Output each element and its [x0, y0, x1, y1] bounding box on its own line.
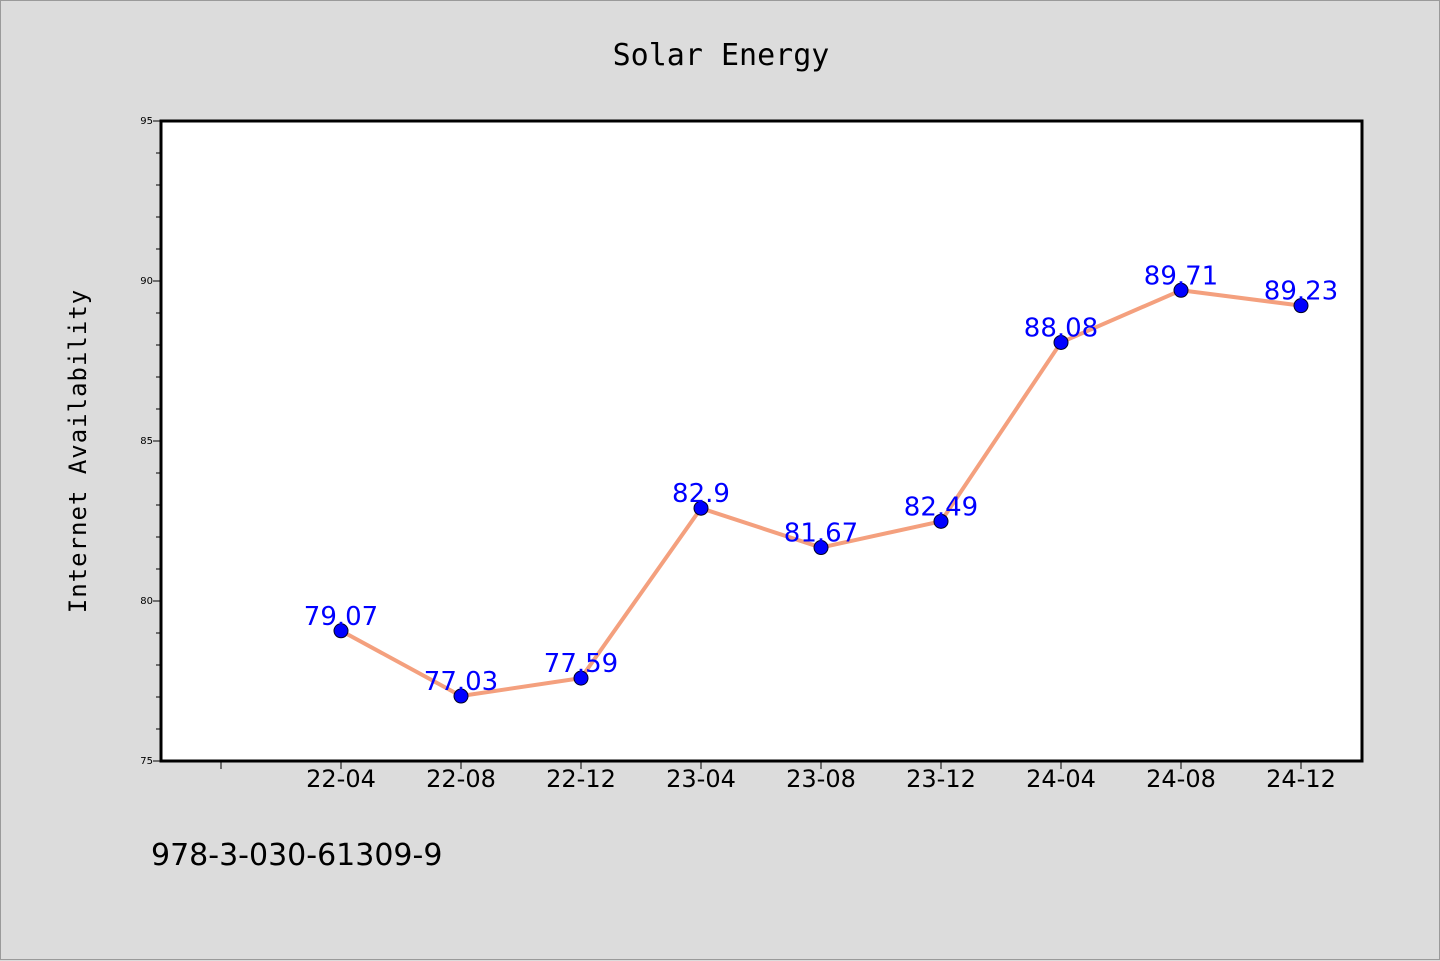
x-tick-label: 23-04 — [666, 765, 736, 793]
data-point — [1173, 282, 1189, 298]
data-label: 77.03 — [424, 667, 498, 697]
data-point — [453, 688, 469, 704]
data-label: 77.59 — [544, 649, 618, 679]
y-axis: 75 80 85 90 95 — [140, 116, 161, 767]
data-label: 79.07 — [304, 602, 378, 632]
x-tick-label: 24-04 — [1026, 765, 1096, 793]
data-point — [1053, 334, 1069, 350]
data-label: 89.71 — [1144, 261, 1218, 291]
y-tick-label: 75 — [140, 756, 153, 767]
data-label: 88.08 — [1024, 313, 1098, 343]
data-label: 89.23 — [1264, 277, 1338, 307]
x-tick-label: 24-12 — [1266, 765, 1336, 793]
data-point — [933, 513, 949, 529]
y-tick-label: 80 — [140, 596, 153, 607]
data-point — [693, 500, 709, 516]
x-tick-label: 22-08 — [426, 765, 496, 793]
data-label: 82.9 — [672, 479, 730, 509]
data-point — [333, 623, 349, 639]
data-label: 81.67 — [784, 519, 858, 549]
data-point — [1293, 298, 1309, 314]
y-tick-label: 85 — [140, 436, 153, 447]
isbn-footer: 978-3-030-61309-9 — [151, 838, 442, 873]
x-tick-label: 23-08 — [786, 765, 856, 793]
x-tick-label: 22-04 — [306, 765, 376, 793]
x-tick-label: 23-12 — [906, 765, 976, 793]
x-tick-label: 22-12 — [546, 765, 616, 793]
data-series: 79.07 77.03 77.59 82.9 81.67 82.49 88.08 89.71 8… — [304, 261, 1338, 704]
y-tick-label: 90 — [140, 276, 153, 287]
x-axis: 22-04 22-08 22-12 23-04 23-08 23-12 24-04 24-08… — [220, 761, 1336, 793]
data-point — [573, 670, 589, 686]
chart-title: Solar Energy — [613, 38, 830, 73]
x-tick-label: 24-08 — [1146, 765, 1216, 793]
plot-area — [159, 119, 1364, 763]
y-tick-label: 95 — [140, 116, 153, 127]
y-axis-label: Internet Availability — [64, 289, 92, 613]
data-label: 82.49 — [904, 492, 978, 522]
data-point — [813, 540, 829, 556]
